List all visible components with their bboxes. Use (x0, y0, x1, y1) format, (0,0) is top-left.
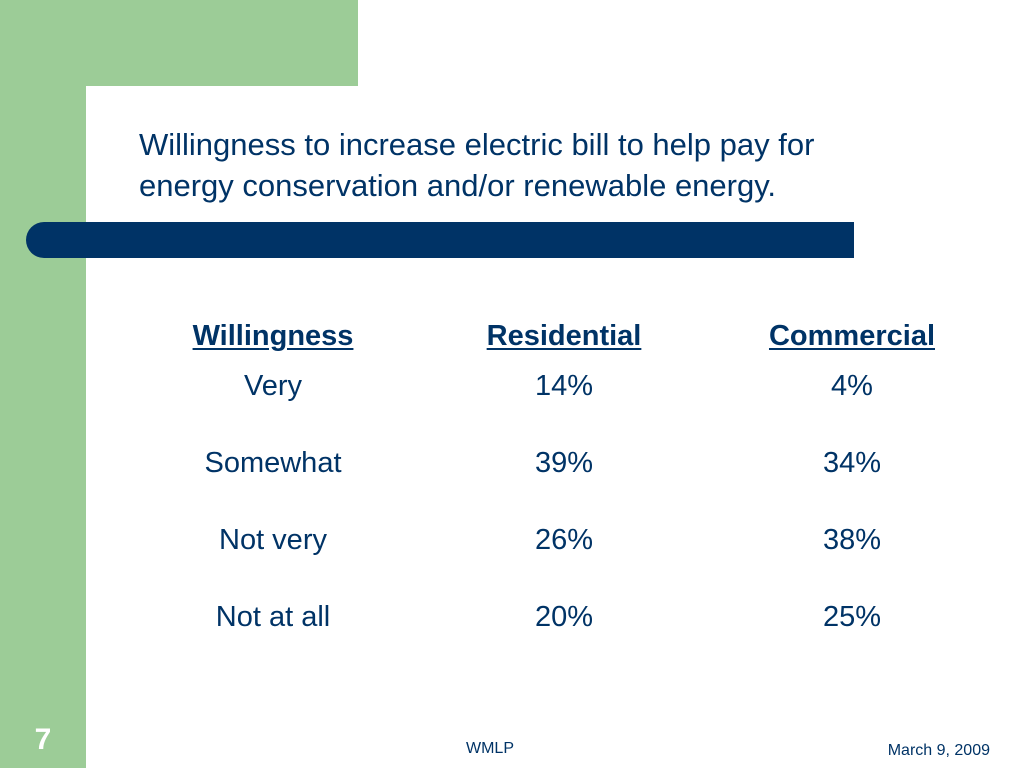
green-left-band (0, 0, 86, 768)
slide-number: 7 (34, 723, 52, 756)
footer-organization: WMLP (466, 740, 514, 757)
cell-not-very-commercial: 38% (822, 524, 882, 556)
title-underline-bar (26, 222, 854, 258)
row-label-very: Very (243, 370, 303, 402)
cell-not-very-residential: 26% (534, 524, 594, 556)
cell-very-commercial: 4% (831, 370, 873, 402)
slide-title-line-1: Willingness to increase electric bill to… (139, 127, 815, 162)
column-header-residential: Residential (486, 320, 642, 352)
cell-somewhat-residential: 39% (534, 447, 594, 479)
column-header-willingness: Willingness (192, 320, 354, 352)
row-label-not-very: Not very (219, 524, 327, 556)
row-label-somewhat: Somewhat (204, 447, 342, 479)
cell-very-residential: 14% (534, 370, 594, 402)
row-label-not-at-all: Not at all (215, 601, 331, 633)
cell-somewhat-commercial: 34% (822, 447, 882, 479)
slide-title-line-2: energy conservation and/or renewable ene… (139, 168, 777, 203)
column-header-commercial: Commercial (768, 320, 935, 352)
slide-title: Willingness to increase electric bill to… (139, 124, 939, 206)
cell-not-at-all-commercial: 25% (822, 601, 882, 633)
footer-date: March 9, 2009 (887, 742, 990, 759)
cell-not-at-all-residential: 20% (534, 601, 594, 633)
content-area (86, 86, 1024, 768)
